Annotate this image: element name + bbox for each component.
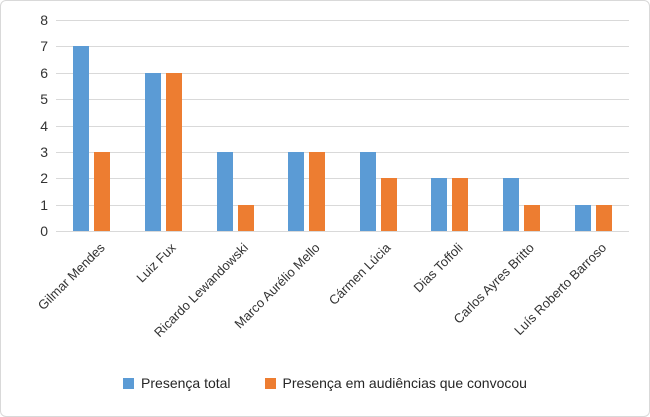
legend-label: Presença total	[141, 375, 231, 391]
gridline	[56, 231, 629, 232]
x-category-label: Gilmar Mendes	[34, 240, 108, 313]
bar-series-presenca-convocou	[452, 178, 469, 231]
y-tick-label: 8	[40, 12, 48, 28]
bar-series-presenca-convocou	[94, 151, 111, 231]
bar-series-presenca-convocou	[524, 204, 541, 231]
bar-series-presenca-convocou	[237, 204, 254, 231]
gridline	[56, 46, 629, 48]
bar-series-presenca-total	[503, 178, 520, 231]
legend-label: Presença em audiências que convocou	[282, 375, 527, 391]
bar-series-presenca-total	[73, 46, 90, 231]
y-tick-label: 2	[40, 170, 48, 187]
bar-series-presenca-total	[216, 151, 233, 231]
x-category-label: Cármen Lúcia	[326, 240, 394, 308]
bar-series-presenca-total	[144, 72, 161, 231]
y-tick-label: 5	[40, 91, 48, 108]
gridline	[56, 178, 629, 180]
y-tick-label: 0	[40, 223, 48, 239]
y-tick-label: 3	[40, 143, 48, 160]
gridline	[56, 72, 629, 74]
gridline	[56, 204, 629, 206]
legend-swatch-icon	[123, 377, 135, 389]
bar-series-presenca-total	[288, 151, 305, 231]
x-category-label: Dias Toffoli	[410, 240, 466, 296]
x-category-label: Luiz Fux	[133, 240, 180, 286]
y-tick-label: 6	[40, 64, 48, 81]
gridline	[56, 151, 629, 153]
bar-series-presenca-total	[574, 204, 591, 231]
legend-item: Presença total	[123, 375, 231, 391]
bar-series-presenca-total	[431, 178, 448, 231]
gridline	[56, 20, 629, 21]
bar-series-presenca-total	[359, 151, 376, 231]
legend: Presença total Presença em audiências que…	[1, 375, 649, 391]
bar-series-presenca-convocou	[165, 72, 182, 231]
gridline	[56, 99, 629, 101]
legend-swatch-icon	[264, 377, 276, 389]
bar-series-presenca-convocou	[309, 151, 326, 231]
gridline	[56, 125, 629, 127]
y-tick-label: 1	[40, 196, 48, 213]
legend-item: Presença em audiências que convocou	[264, 375, 527, 391]
bar-series-presenca-convocou	[595, 204, 612, 231]
y-tick-label: 7	[40, 38, 48, 55]
bar-series-presenca-convocou	[380, 178, 397, 231]
y-tick-label: 4	[40, 117, 48, 134]
